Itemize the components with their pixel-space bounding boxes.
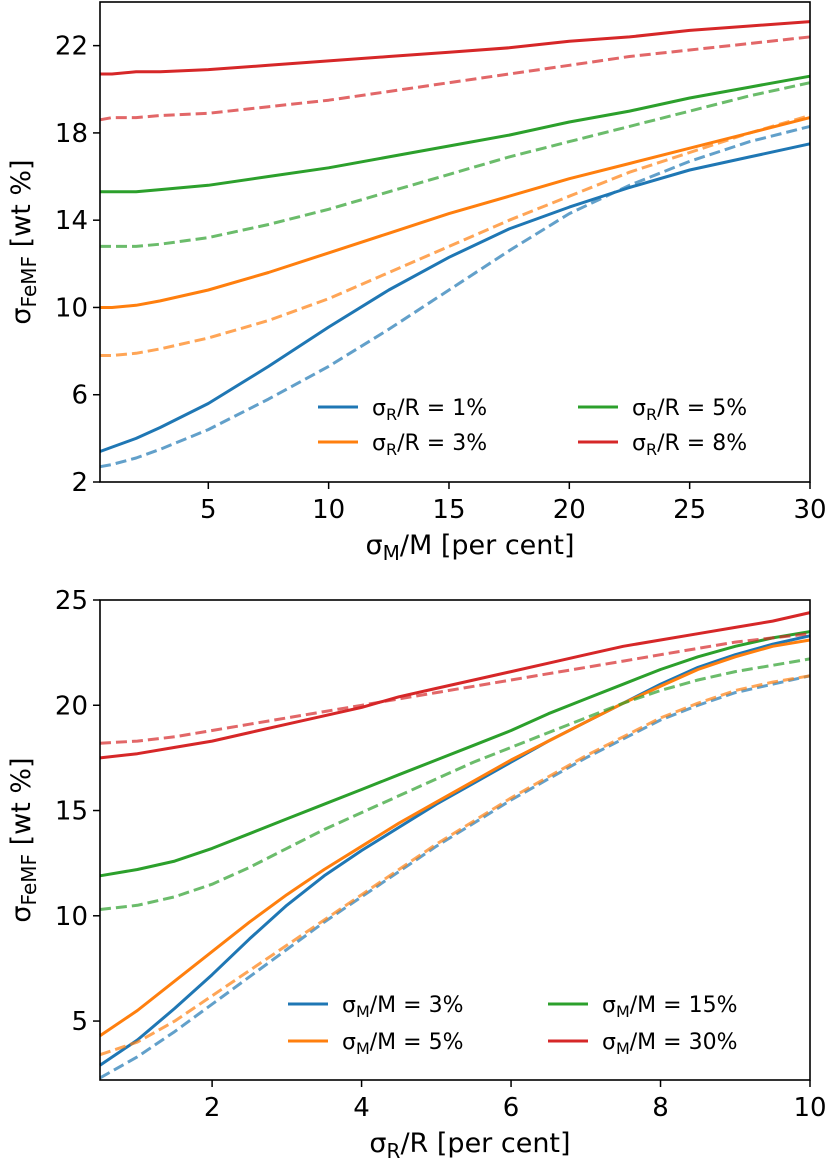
y-tick-label: 20	[55, 691, 88, 721]
chart-panel-1: 5 10 15 20 25 30 2 6 10 14 18 22 σM/M [per cent] σFeM…	[6, 1, 827, 565]
x-tick-label: 5	[200, 495, 217, 525]
series-line-solid-3	[99, 638, 811, 1038]
series-line-solid-1	[99, 634, 811, 1067]
series-line-dashed-8	[99, 35, 811, 122]
series-line-solid-7	[99, 611, 811, 760]
x-tick-label: 30	[793, 495, 826, 525]
x-axis-label: σR/R [per cent]	[369, 1128, 570, 1163]
x-tick-label: 6	[503, 1093, 520, 1123]
y-axis-label: σFeMF [wt %]	[6, 757, 41, 922]
series-line-dashed-2	[99, 124, 811, 469]
y-tick-label: 2	[71, 468, 88, 498]
plot-frame	[99, 599, 811, 1081]
y-tick-label: 15	[55, 797, 88, 827]
y-tick-label: 14	[55, 206, 88, 236]
y-tick-label: 10	[55, 902, 88, 932]
series-line-solid-3	[100, 116, 811, 309]
y-tick-label: 5	[71, 1007, 88, 1037]
y-axis-label: σFeMF [wt %]	[6, 159, 41, 324]
legend-label: σM/M = 3%	[342, 993, 463, 1021]
x-tick-label: 10	[312, 495, 345, 525]
plot-frame	[99, 1, 811, 483]
x-tick-label: 10	[793, 1093, 826, 1123]
legend-label: σR/R = 8%	[632, 431, 747, 459]
y-tick-label: 25	[55, 586, 88, 616]
series-line-dashed-4	[100, 114, 811, 357]
legend: σR/R = 1% σR/R = 3% σR/R = 5% σR/R = 8%	[318, 396, 747, 459]
legend-label: σR/R = 3%	[372, 431, 487, 459]
x-axis-label: σM/M [per cent]	[365, 530, 574, 565]
series-line-solid-7	[100, 20, 811, 76]
legend-label: σM/M = 30%	[602, 1030, 737, 1058]
series-line-solid-1	[99, 142, 811, 453]
legend-label: σR/R = 1%	[372, 396, 487, 424]
x-tick-label: 15	[432, 495, 465, 525]
series-line-dashed-4	[99, 674, 811, 1057]
legend: σM/M = 3% σM/M = 5% σM/M = 15% σM/M = 30%	[288, 993, 737, 1058]
y-tick-label: 18	[55, 119, 88, 149]
y-tick-label: 10	[55, 293, 88, 323]
x-tick-label: 2	[204, 1093, 221, 1123]
chart-panel-2: 2 4 6 8 10 5 10 15 20 25 σR/R [per cent] σFeMF [wt …	[6, 586, 827, 1163]
x-tick-label: 8	[652, 1093, 669, 1123]
x-tick-label: 25	[673, 495, 706, 525]
legend-label: σR/R = 5%	[632, 396, 747, 424]
series-line-dashed-8	[99, 632, 811, 745]
legend-label: σM/M = 5%	[342, 1030, 463, 1058]
series-line-dashed-6	[100, 81, 811, 248]
y-tick-label: 6	[71, 381, 88, 411]
x-tick-label: 20	[553, 495, 586, 525]
y-tick-label: 22	[55, 32, 88, 62]
series-line-solid-5	[100, 74, 811, 194]
x-tick-label: 4	[353, 1093, 370, 1123]
series-line-solid-5	[99, 630, 811, 878]
legend-label: σM/M = 15%	[602, 993, 737, 1021]
series-line-dashed-6	[99, 657, 811, 911]
